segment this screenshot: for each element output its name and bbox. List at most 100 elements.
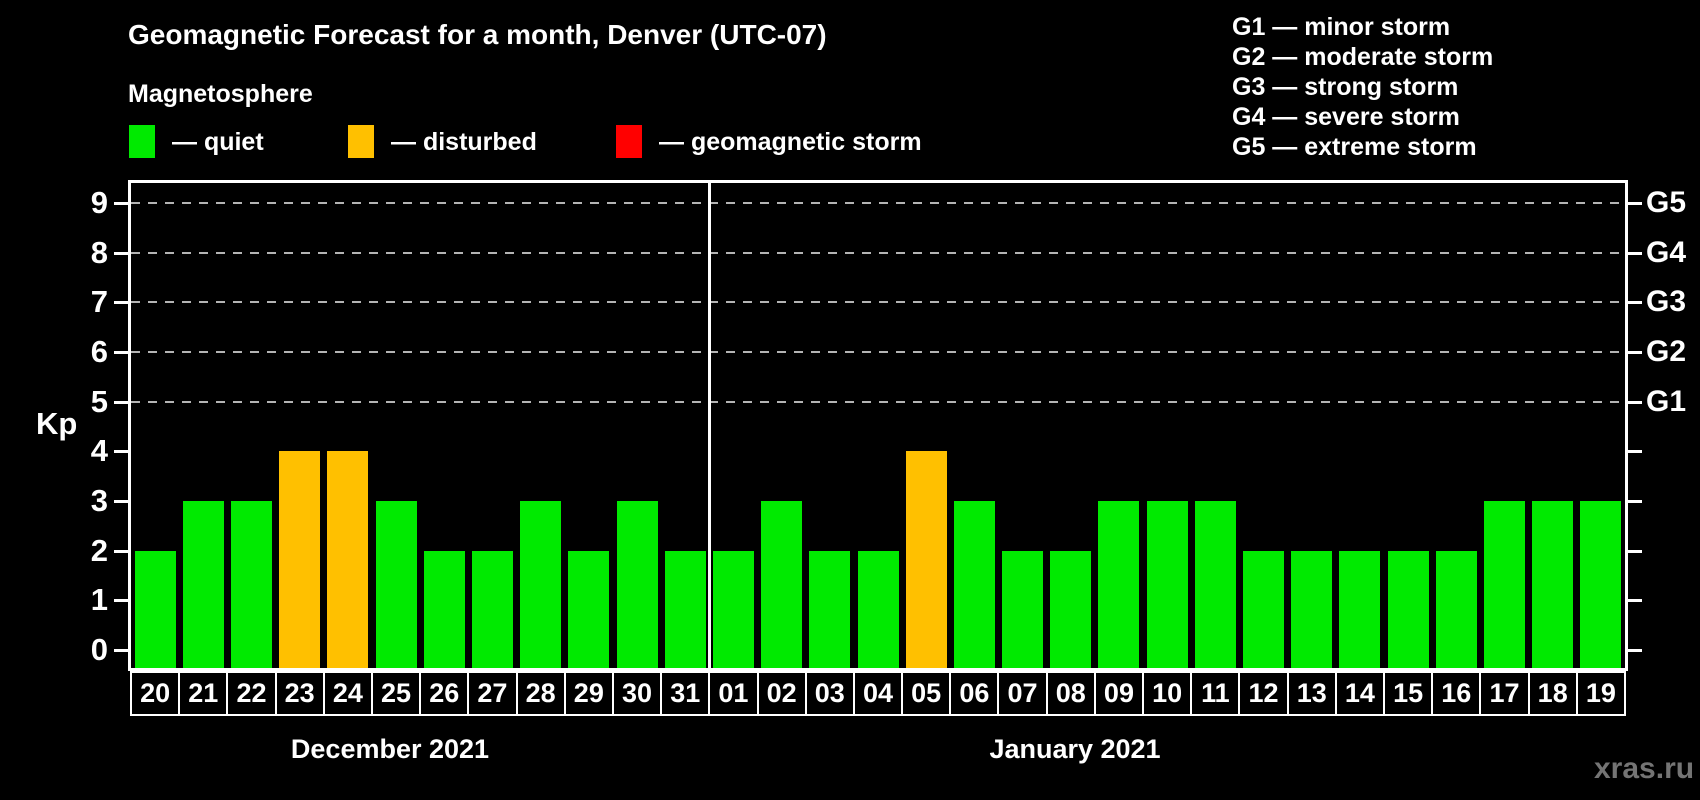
y-tick-left-4	[114, 450, 128, 454]
day-cell-31: 31	[660, 671, 711, 716]
bar-day-29	[568, 550, 610, 668]
y-tick-label-8: 8	[90, 234, 108, 270]
y-tick-label-5: 5	[90, 383, 108, 419]
plot-inner	[131, 183, 1625, 668]
bar-day-24	[327, 451, 369, 668]
y-tick-right-9	[1628, 202, 1642, 206]
bar-day-30	[616, 501, 658, 668]
bar-day-15	[1387, 550, 1429, 668]
day-cell-28: 28	[515, 671, 566, 716]
day-cell-26: 26	[419, 671, 470, 716]
bar-day-07	[1002, 550, 1044, 668]
day-cell-07: 07	[997, 671, 1048, 716]
y-tick-left-1	[114, 599, 128, 603]
month-label-december: December 2021	[290, 734, 490, 764]
day-cell-23: 23	[274, 671, 325, 716]
day-cell-15: 15	[1383, 671, 1434, 716]
gridline-kp7	[131, 301, 1625, 304]
y-tick-right-0	[1628, 649, 1642, 652]
day-cell-04: 04	[852, 671, 904, 716]
g-scale-item-5: G5 — extreme storm	[1232, 133, 1477, 161]
g-scale-item-4: G4 — severe storm	[1232, 103, 1460, 131]
y-tick-right-2	[1628, 549, 1642, 553]
bar-day-03	[809, 550, 851, 668]
y-tick-left-8	[114, 251, 128, 255]
y-tick-right-5	[1628, 400, 1642, 404]
bar-day-17	[1484, 501, 1526, 668]
day-cell-01: 01	[708, 671, 759, 716]
g-scale-legend: G1 — minor storm G2 — moderate storm G3 — …	[1232, 12, 1493, 162]
y-tick-label-9: 9	[90, 185, 108, 221]
bar-day-14	[1339, 550, 1381, 668]
day-cell-20: 20	[130, 671, 181, 716]
y-tick-label-3: 3	[90, 483, 108, 519]
day-cell-02: 02	[756, 671, 807, 716]
day-cell-10: 10	[1142, 671, 1193, 716]
bar-day-10	[1146, 501, 1188, 668]
bar-day-16	[1435, 550, 1477, 668]
day-cell-19: 19	[1575, 671, 1626, 716]
y-tick-label-0: 0	[90, 632, 108, 667]
bar-day-06	[953, 501, 995, 668]
day-cell-22: 22	[226, 671, 277, 716]
y-tick-left-5	[114, 400, 128, 404]
gridline-kp8	[131, 251, 1625, 254]
gridline-kp9	[131, 202, 1625, 205]
page-title: Geomagnetic Forecast for a month, Denver…	[128, 19, 827, 50]
bar-day-26	[423, 550, 465, 668]
y-tick-left-3	[114, 500, 128, 504]
y-tick-left-6	[114, 351, 128, 355]
day-cell-09: 09	[1093, 671, 1145, 716]
y-tick-right-1	[1628, 599, 1642, 603]
day-cell-29: 29	[563, 671, 614, 716]
day-cell-18: 18	[1527, 671, 1578, 716]
day-cell-21: 21	[178, 671, 229, 716]
g-scale-item-2: G2 — moderate storm	[1232, 43, 1494, 71]
y-tick-label-4: 4	[90, 433, 108, 469]
day-cell-11: 11	[1190, 671, 1241, 716]
watermark: xras.ru	[1594, 752, 1695, 785]
g-scale-item-1: G1 — minor storm	[1232, 13, 1451, 41]
g-level-label-g3: G3	[1646, 285, 1687, 319]
y-tick-label-2: 2	[90, 532, 108, 568]
y-tick-right-3	[1628, 500, 1642, 504]
g-level-label-g1: G1	[1646, 384, 1687, 418]
bar-day-22	[230, 501, 272, 668]
bar-day-08	[1050, 550, 1092, 668]
bar-day-09	[1098, 501, 1140, 668]
bar-day-28	[520, 501, 562, 668]
plot-area	[128, 180, 1628, 671]
y-tick-right-6	[1628, 351, 1642, 355]
bar-day-05	[905, 451, 947, 668]
bar-day-01	[712, 550, 754, 668]
magnetosphere-legend-title: Magnetosphere	[128, 80, 313, 108]
bar-day-18	[1532, 501, 1574, 668]
gridline-kp5	[131, 400, 1625, 403]
gridline-kp6	[131, 351, 1625, 354]
day-cell-24: 24	[322, 671, 373, 716]
g-level-label-g4: G4	[1646, 235, 1687, 269]
y-tick-left-7	[114, 301, 128, 305]
g-scale-item-3: G3 — strong storm	[1232, 73, 1459, 101]
y-tick-right-4	[1628, 450, 1642, 454]
g-level-label-g2: G2	[1646, 335, 1687, 369]
y-tick-right-7	[1628, 301, 1642, 305]
day-cell-06: 06	[949, 671, 1000, 716]
month-label-january: January 2021	[989, 734, 1161, 764]
month-divider	[707, 183, 711, 668]
day-cell-08: 08	[1045, 671, 1096, 716]
day-cell-12: 12	[1238, 671, 1289, 716]
day-cell-16: 16	[1431, 671, 1482, 716]
bar-day-21	[182, 501, 224, 668]
day-label-row: 20 21 22 23 24 25 26 27 28 29 30 31 01 02 03 04 05 06 07 08…	[130, 671, 1628, 716]
day-cell-27: 27	[467, 671, 518, 716]
y-tick-left-2	[114, 549, 128, 553]
g-level-label-g5: G5	[1646, 186, 1687, 220]
bar-day-23	[279, 451, 321, 668]
y-tick-label-1: 1	[90, 582, 108, 618]
day-cell-30: 30	[611, 671, 663, 716]
bar-day-02	[761, 501, 803, 668]
y-tick-left-0	[114, 649, 128, 652]
legend-label-disturbed: — disturbed	[391, 128, 537, 156]
bar-day-25	[375, 501, 417, 668]
